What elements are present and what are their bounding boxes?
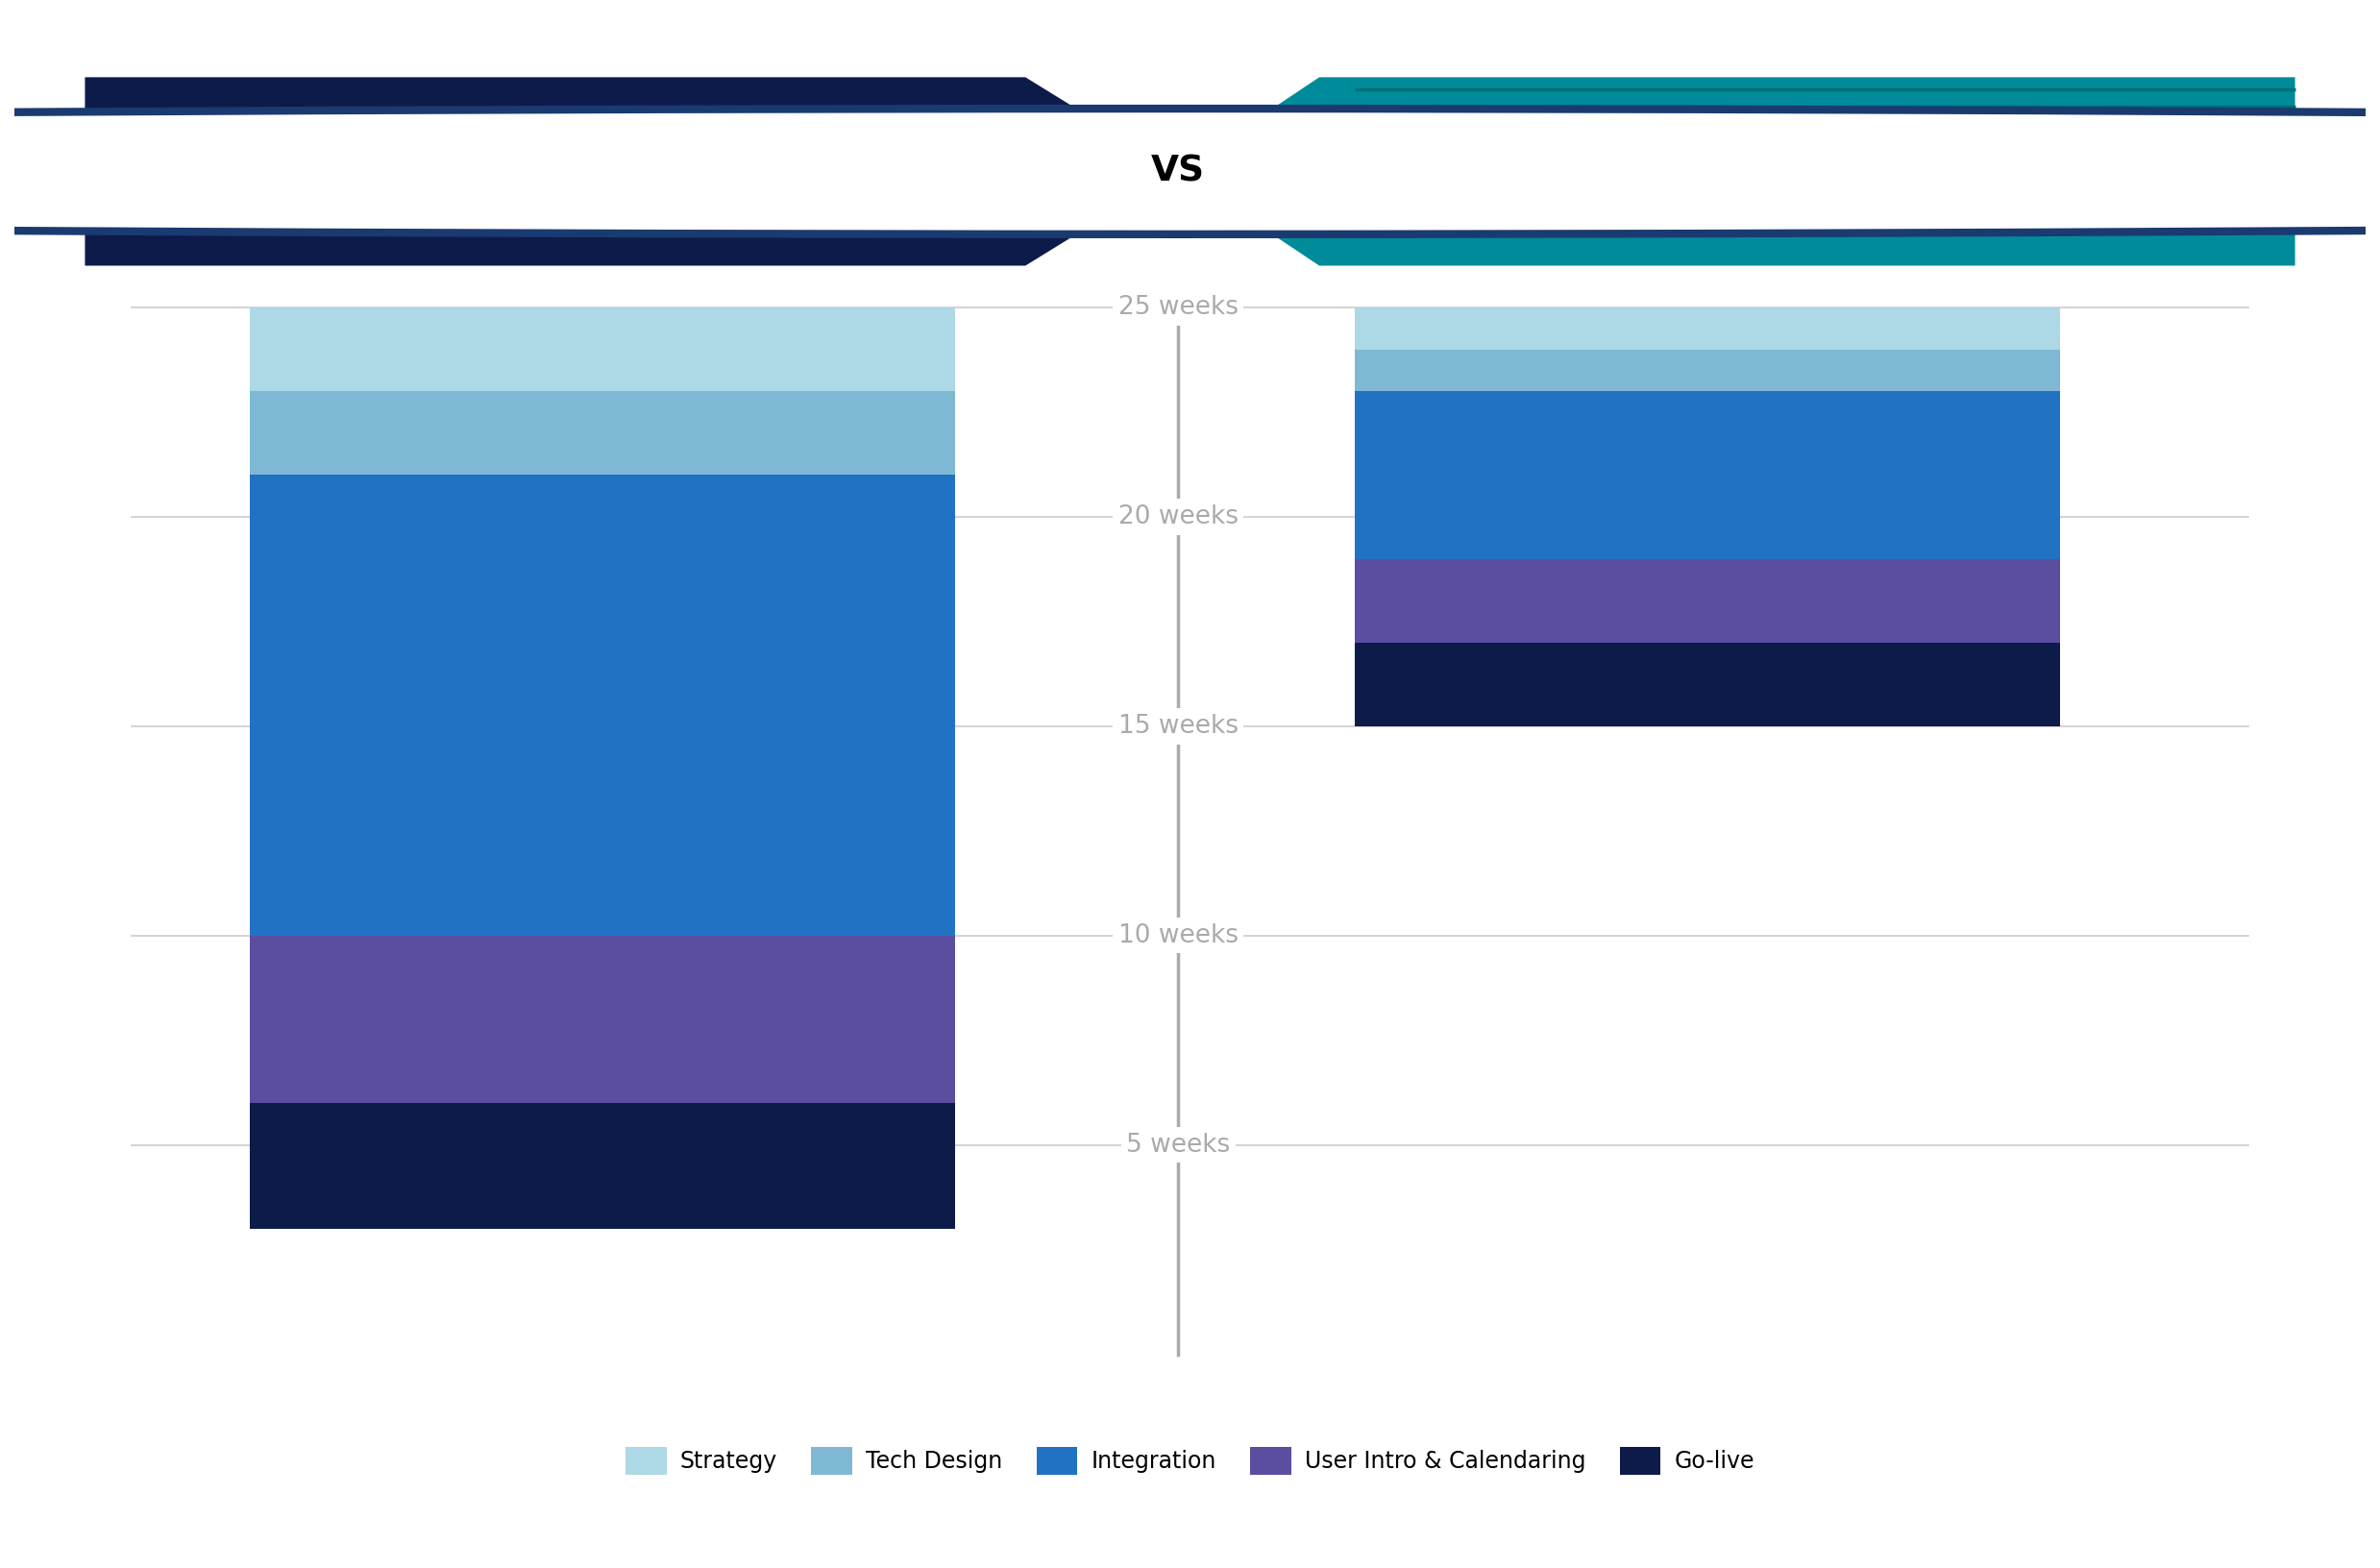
- Polygon shape: [1178, 77, 2294, 265]
- Bar: [250, 1104, 954, 1229]
- Bar: [250, 475, 954, 936]
- Text: 20 weeks: 20 weeks: [1119, 505, 1238, 530]
- Polygon shape: [86, 77, 1178, 265]
- Bar: [1354, 392, 2061, 558]
- Text: VS: VS: [1152, 154, 1204, 188]
- Text: 15 weeks: 15 weeks: [1119, 713, 1238, 739]
- Text: Without Omnivy
Accelerator: Without Omnivy Accelerator: [374, 135, 690, 209]
- Text: With Omnivy
Accelerator: With Omnivy Accelerator: [1676, 135, 1928, 209]
- Text: 25 weeks: 25 weeks: [1119, 295, 1238, 320]
- Bar: [1354, 350, 2061, 392]
- Bar: [1354, 558, 2061, 643]
- Legend: Strategy, Tech Design, Integration, User Intro & Calendaring, Go-live: Strategy, Tech Design, Integration, User…: [616, 1438, 1764, 1483]
- Text: 5 weeks: 5 weeks: [1126, 1132, 1230, 1157]
- Bar: [1354, 307, 2061, 350]
- Text: 10 weeks: 10 weeks: [1119, 924, 1238, 949]
- Bar: [250, 936, 954, 1104]
- Bar: [1354, 643, 2061, 726]
- Bar: [250, 392, 954, 475]
- Bar: [250, 307, 954, 392]
- Circle shape: [0, 108, 2380, 234]
